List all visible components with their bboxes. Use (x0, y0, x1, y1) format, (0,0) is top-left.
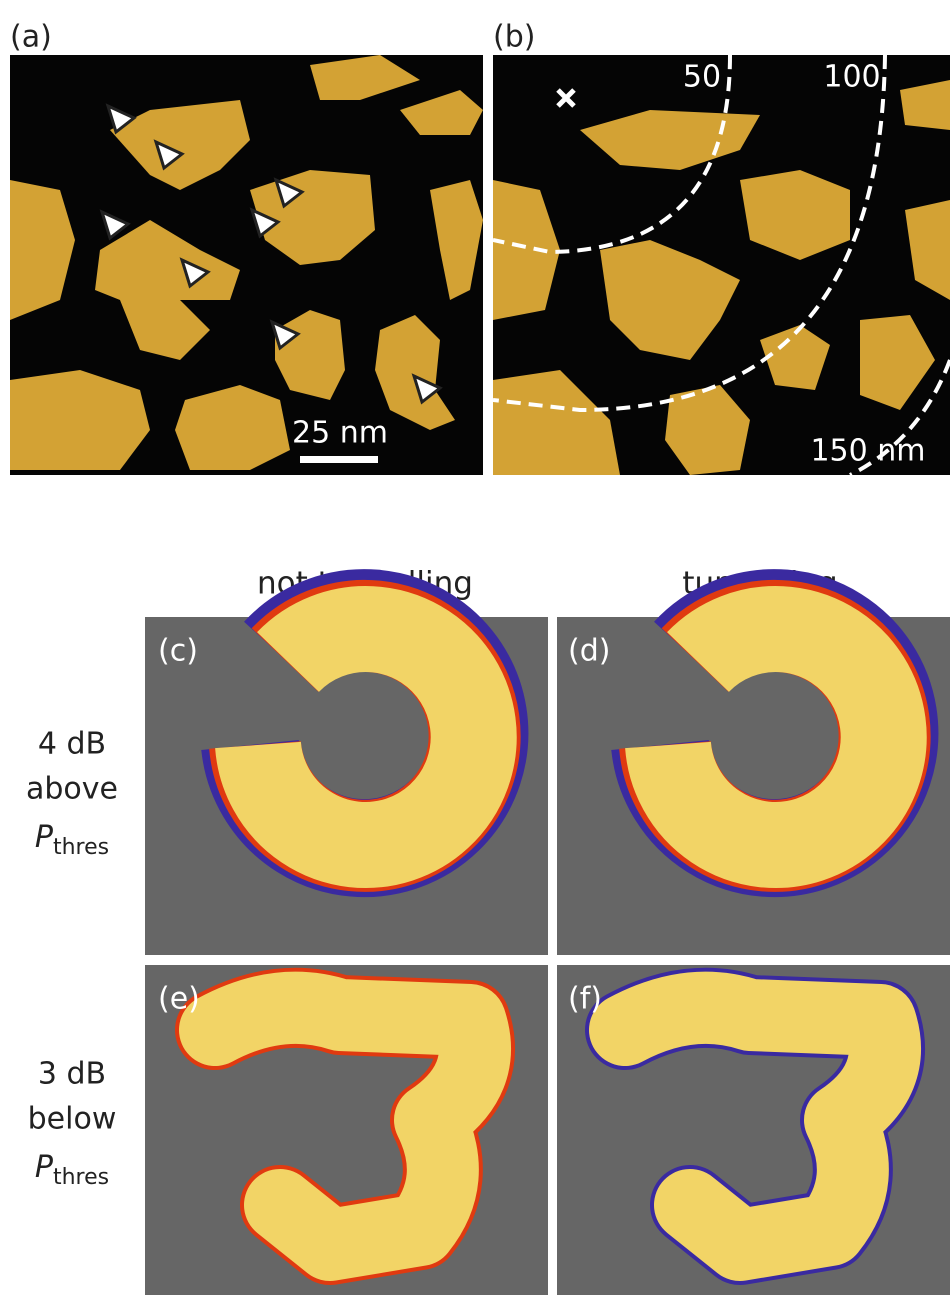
subscript: thres (53, 835, 109, 860)
symbol: P (35, 820, 54, 855)
row-label: 4 dB (38, 727, 106, 762)
panel-label: (b) (493, 20, 535, 55)
scale-bar-label: 25 nm (292, 416, 388, 451)
figure: 25 nm (a) 50 100 150 nm (b) not tunnelli… (0, 0, 950, 1301)
panel-label: (d) (568, 634, 610, 669)
contour-label: 150 nm (810, 434, 925, 469)
row-label: 3 dB (38, 1057, 106, 1092)
panel-label: (e) (158, 982, 200, 1017)
panel-label: (f) (568, 982, 602, 1017)
panel-f (557, 965, 950, 1295)
row-label: Pthres (35, 820, 109, 861)
panel-label: (a) (10, 20, 52, 55)
panel-label: (c) (158, 634, 198, 669)
symbol: P (35, 1150, 54, 1185)
contour-label: 50 (683, 60, 721, 95)
panel-d (557, 617, 950, 955)
row-label: below (28, 1102, 117, 1137)
row-label: Pthres (35, 1150, 109, 1191)
panel-a: 25 nm (10, 55, 483, 475)
row-label: above (26, 772, 118, 807)
panel-b: 50 100 150 nm (493, 55, 950, 475)
panel-c (145, 617, 548, 955)
contour-label: 100 (823, 60, 880, 95)
panel-e (145, 965, 548, 1295)
subscript: thres (53, 1165, 109, 1190)
